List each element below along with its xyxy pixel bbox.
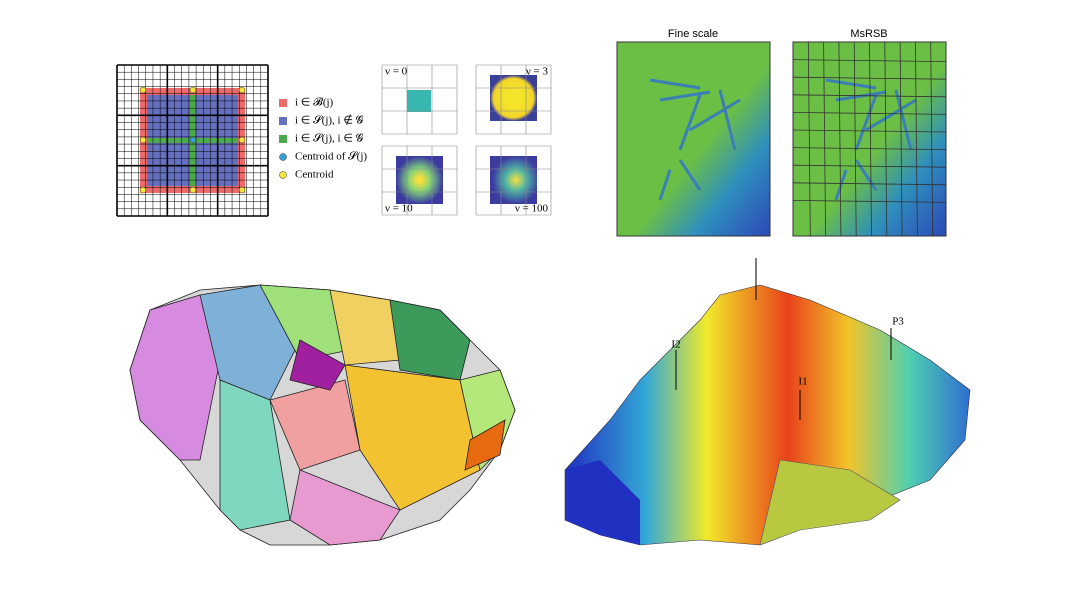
partitioned-model	[129, 284, 516, 546]
coarse-line	[869, 41, 872, 237]
centroid	[238, 86, 246, 94]
coarse-line	[792, 182, 947, 186]
legend-label: i ∈ 𝓢(j), i ∉ 𝓖	[295, 114, 364, 127]
basis-panels: ν = 0 ν = 3 ν = 10 ν = 100	[381, 64, 552, 216]
coarse-line	[792, 147, 947, 150]
legend-swatch	[279, 99, 287, 107]
coarse-line	[823, 41, 826, 237]
coarse-line	[792, 164, 947, 168]
well-label: I2	[671, 339, 680, 351]
centroid	[189, 86, 197, 94]
coarse-line	[792, 94, 947, 98]
legend-label: i ∈ 𝓑(j)	[295, 97, 334, 109]
legend-label: Centroid of 𝓢(j)	[295, 151, 367, 163]
fine-map	[616, 41, 771, 237]
coarse-line	[915, 41, 918, 237]
wells	[675, 258, 892, 420]
partition-grid	[116, 64, 269, 217]
legend-label: i ∈ 𝓢(j), i ∈ 𝓖	[295, 133, 364, 145]
nu-label: ν = 100	[515, 203, 549, 215]
legend-swatch	[279, 117, 287, 125]
centroid	[189, 186, 197, 194]
coarse-line	[807, 41, 811, 237]
coarse-line	[792, 200, 947, 203]
legend-swatch	[279, 135, 287, 143]
coarse-grid	[792, 41, 947, 237]
well-label: I1	[798, 376, 807, 388]
legend-swatch	[279, 153, 287, 161]
saturation-maps: Fine scale MsRSB	[616, 28, 947, 237]
legend-swatch	[279, 171, 287, 179]
coarse-line	[792, 112, 947, 115]
map-title: Fine scale	[668, 28, 718, 40]
nu-label: ν = 10	[385, 203, 413, 215]
legend: i ∈ 𝓑(j) i ∈ 𝓢(j), i ∉ 𝓖 i ∈ 𝓢(j), i ∈ 𝓖 Ce…	[279, 97, 367, 181]
centroid	[139, 186, 147, 194]
basis-fill	[396, 156, 443, 204]
fractures	[649, 78, 917, 201]
centroid	[139, 86, 147, 94]
basis-fill	[490, 75, 537, 121]
coarse-line	[853, 41, 857, 237]
well-label: P3	[892, 316, 904, 328]
coarse-line	[930, 41, 934, 237]
coarse-line	[838, 41, 842, 237]
basis-fill	[407, 90, 431, 112]
nu-label: ν = 0	[385, 66, 408, 78]
basis-fill	[490, 156, 537, 204]
coarse-line	[792, 129, 947, 133]
centroid	[238, 186, 246, 194]
centroid	[139, 136, 147, 144]
coarse-line	[884, 41, 888, 237]
centroid	[238, 136, 246, 144]
centroid-s	[189, 136, 197, 144]
legend-label: Centroid	[295, 169, 334, 181]
coarse-line	[899, 41, 903, 237]
map-title: MsRSB	[850, 28, 887, 40]
nu-label: ν = 3	[526, 66, 549, 78]
reservoir-model: I2 I1 P3	[564, 258, 971, 546]
